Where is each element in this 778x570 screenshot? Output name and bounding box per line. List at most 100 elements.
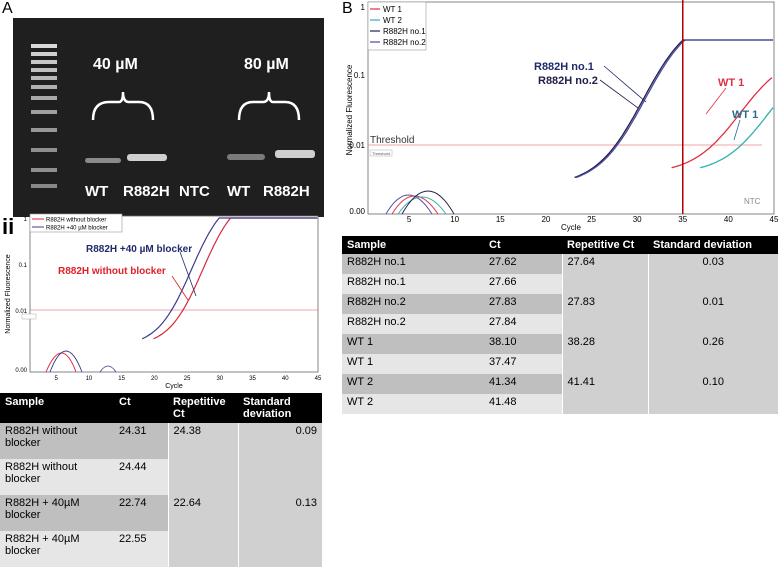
chart-b-ylabel: Normalized Fluorescence xyxy=(345,64,354,155)
legend-b-label-1: WT 1 xyxy=(383,5,403,14)
table-cell-sample: R882H no.1 xyxy=(342,274,484,294)
table-cell-sample: R882H no.1 xyxy=(342,254,484,274)
table-row: R882H without blocker 24.44 xyxy=(0,459,322,495)
table-cell-ct: 41.48 xyxy=(484,394,562,414)
chart-a2-xtick-6: 30 xyxy=(216,376,223,382)
panel-a-letter: A xyxy=(2,0,13,17)
chart-b-ytick-4: 0.00 xyxy=(349,207,365,216)
table-cell-rep: 38.28 xyxy=(561,334,648,374)
table-cell-sample: R882H + 40µM blocker xyxy=(0,531,114,567)
chart-a2-xlabel: Cycle xyxy=(165,383,183,390)
chart-b-xlabel: Cycle xyxy=(561,223,582,232)
table-a2-header-ct: Ct xyxy=(114,393,168,423)
chart-b-noise-1 xyxy=(385,194,433,215)
chart-a2-ylabel: Normalized Fluorescence xyxy=(5,254,12,333)
table-b-header-sd: Standard deviation xyxy=(648,236,778,254)
table-cell-sd: 0.26 xyxy=(647,334,778,374)
chart-a2-xtick-7: 35 xyxy=(249,376,256,382)
table-cell-ct: 37.47 xyxy=(484,354,562,374)
chart-a2-legend: R882H without blocker R882H +40 µM block… xyxy=(29,213,123,233)
panel-a2-sublabel: ii xyxy=(2,214,15,239)
table-cell-sample: WT 1 xyxy=(342,334,484,354)
table-row: R882H no.1 27.62 27.64 0.03 xyxy=(342,254,778,294)
legend-b-label-4: R882H no.2 xyxy=(383,38,426,47)
table-row: R882H no.2 27.84 xyxy=(342,314,778,334)
chart-b-xtick-1: 5 xyxy=(407,215,412,224)
chart-a2-annotation-noblocker: R882H without blocker xyxy=(58,266,166,277)
table-cell-sample: R882H without blocker xyxy=(0,423,114,459)
chart-a2-ytick-1: 1 xyxy=(24,217,28,223)
panel-b-letter: B xyxy=(342,0,353,17)
gel-band-r882h-40 xyxy=(127,154,167,161)
table-b-header-sample: Sample xyxy=(342,236,484,254)
chart-a2-noise-red xyxy=(45,352,77,373)
table-cell-ct: 22.55 xyxy=(114,531,168,567)
chart-a2-xtick-4: 20 xyxy=(151,376,158,382)
table-cell-sample: WT 2 xyxy=(342,394,484,414)
table-cell-sd: 0.13 xyxy=(237,495,322,567)
legend-b-label-2: WT 2 xyxy=(383,16,403,25)
table-b-header-ct: Ct xyxy=(484,236,562,254)
table-cell-sd: 0.01 xyxy=(647,294,778,334)
lane-label-3: NTC xyxy=(179,183,210,200)
gel-conc-40: 40 µM xyxy=(93,56,138,73)
chart-b-frame xyxy=(367,1,775,215)
chart-a2-xtick-3: 15 xyxy=(118,376,125,382)
chart-a2-xtick-8: 40 xyxy=(282,376,289,382)
legend-b-label-3: R882H no.1 xyxy=(383,27,426,36)
chart-b-xtick-3: 15 xyxy=(496,215,505,224)
chart-a2-xtick-1: 5 xyxy=(55,376,59,382)
chart-b-series-wt-1 xyxy=(671,77,773,169)
table-row: WT 1 38.10 38.28 0.26 xyxy=(342,334,778,374)
chart-b-threshold-tag-text: Threshold xyxy=(372,151,390,156)
table-cell-sample: WT 2 xyxy=(342,374,484,394)
gel-braces xyxy=(91,91,301,121)
chart-a2: R882H without blocker R882H +40 µM block… xyxy=(5,213,322,390)
table-row: R882H + 40µM blocker 22.55 xyxy=(0,531,322,567)
table-cell-sample: R882H + 40µM blocker xyxy=(0,495,114,531)
chart-a2-annotation-noblocker-arrow xyxy=(171,275,189,301)
table-cell-ct: 22.74 xyxy=(114,495,168,531)
table-cell-ct: 27.84 xyxy=(484,314,562,334)
chart-b-xtick-8: 40 xyxy=(724,215,733,224)
table-b: Sample Ct Repetitive Ct Standard deviati… xyxy=(342,236,778,414)
chart-b-xtick-5: 25 xyxy=(587,215,596,224)
chart-a2-xtick-9: 45 xyxy=(315,376,322,382)
table-cell-ct: 27.83 xyxy=(484,294,562,314)
table-cell-sample: R882H without blocker xyxy=(0,459,114,495)
gel-ladder xyxy=(31,18,59,217)
chart-b-annotation-ntc: NTC xyxy=(744,197,761,206)
table-row: WT 1 37.47 xyxy=(342,354,778,374)
table-cell-ct: 24.44 xyxy=(114,459,168,495)
chart-a2-threshold-tag xyxy=(21,313,37,320)
chart-b-noise-2 xyxy=(391,195,439,215)
table-cell-ct: 27.66 xyxy=(484,274,562,294)
chart-a2-ytick-3: 0.01 xyxy=(15,309,27,315)
chart-b-series-r882h-2 xyxy=(576,39,773,179)
gel-band-wt-80 xyxy=(227,154,265,160)
legend-a2-label-2: R882H +40 µM blocker xyxy=(46,226,108,232)
lane-label-1: WT xyxy=(85,183,109,200)
chart-b-ytick-2: 0.1 xyxy=(354,71,366,80)
chart-b-annotation-r882h-2: R882H no.2 xyxy=(538,75,598,87)
chart-b-noise-3 xyxy=(397,196,447,215)
lane-label-2: R882H xyxy=(123,183,170,200)
legend-a2-label-1: R882H without blocker xyxy=(46,218,106,224)
table-cell-rep: 27.64 xyxy=(561,254,648,294)
table-row: R882H without blocker 24.31 24.38 0.09 xyxy=(0,423,322,495)
lane-label-5: R882H xyxy=(263,183,310,200)
chart-b-xtick-4: 20 xyxy=(541,215,550,224)
table-row: WT 2 41.48 xyxy=(342,394,778,414)
table-cell-sample: R882H no.2 xyxy=(342,314,484,334)
chart-b-series-wt-2 xyxy=(700,107,774,169)
chart-a2-ytick-2: 0.1 xyxy=(19,263,28,269)
chart-a2-noise-blue xyxy=(49,350,83,373)
chart-b-noise-4 xyxy=(401,190,455,215)
table-row: WT 2 41.34 41.41 0.10 xyxy=(342,374,778,414)
chart-a2-series-with-blocker xyxy=(141,217,318,340)
lane-label-4: WT xyxy=(227,183,251,200)
chart-b-annotation-r882h-arrow-1 xyxy=(603,65,647,103)
gel-band-wt-40 xyxy=(85,158,121,163)
chart-b-xticks: 5 10 15 20 25 30 35 40 45 xyxy=(407,215,778,224)
table-row: R882H no.1 27.66 xyxy=(342,274,778,294)
